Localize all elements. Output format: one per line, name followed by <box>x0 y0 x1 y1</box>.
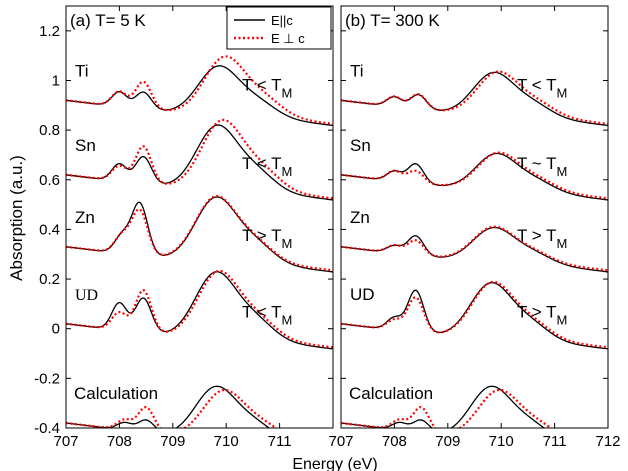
spectrum-label-ti: Ti <box>75 61 89 80</box>
panel-b: 707 708 709 710 711 712 (b) T= 300 K Ti T < TM Sn… <box>328 5 621 450</box>
legend-label: E||c <box>271 13 293 28</box>
x-tick-label: 708 <box>382 433 407 450</box>
spectrum-label-calculation: Calculation <box>74 384 158 403</box>
spectrum-label-ud: UD <box>350 285 375 304</box>
temperature-annotation: T < TM <box>242 75 292 100</box>
x-tick-label: 707 <box>53 433 78 450</box>
series-line-calculation-e-par-c <box>66 385 271 428</box>
spectrum-label-sn: Sn <box>350 136 371 155</box>
temperature-annotation: T < TM <box>242 303 292 328</box>
legend: E||c E ⊥ c <box>226 6 332 50</box>
panel-title: (a) T= 5 K <box>70 11 146 30</box>
x-tick-label: 712 <box>595 433 620 450</box>
spectrum-label-calculation: Calculation <box>349 384 433 403</box>
y-tick-label: 0 <box>52 321 60 338</box>
y-tick-label: 0.2 <box>39 271 60 288</box>
series-line-sn-e-par-c <box>66 124 333 201</box>
series-line-zn-e-perp-c <box>66 194 333 272</box>
series-line-ud-e-perp-c <box>341 280 608 349</box>
spectrum-label-zn: Zn <box>75 208 95 227</box>
temperature-annotation: T ~ TM <box>517 154 567 179</box>
panel-a: 707 708 709 710 711 -0.4 -0.2 0 0.2 0.4 0.6 0.8 1 1.2… <box>34 5 334 450</box>
legend-box <box>226 6 332 50</box>
series-line-zn-e-par-c <box>341 226 608 273</box>
panel-title: (b) T= 300 K <box>345 11 440 30</box>
plot-area <box>341 70 608 428</box>
y-tick-label: 1 <box>52 72 60 89</box>
temperature-annotation: T > TM <box>517 226 567 251</box>
temperature-annotation: T > TM <box>517 303 567 328</box>
y-tick-label: 0.4 <box>39 221 60 238</box>
y-tick-label: 0.6 <box>39 172 60 189</box>
x-tick-label: 711 <box>543 433 567 450</box>
legend-label: E ⊥ c <box>271 31 305 46</box>
x-tick-label: 707 <box>328 433 353 450</box>
spectrum-label-zn: Zn <box>350 208 370 227</box>
y-axis-label: Absorption (a.u.) <box>7 155 26 281</box>
axes-frame <box>65 5 334 429</box>
series-line-ti-e-perp-c <box>341 70 608 125</box>
series-line-ti-e-perp-c <box>66 55 333 125</box>
x-axis-label: Energy (eV) <box>292 456 377 471</box>
axes-frame <box>340 5 609 429</box>
x-tick-label: 710 <box>489 433 514 450</box>
y-tick-label: -0.2 <box>34 370 60 387</box>
y-tick-label: 1.2 <box>39 23 60 40</box>
series-line-ud-e-perp-c <box>66 269 333 349</box>
temperature-annotation: T > TM <box>242 226 292 251</box>
y-tick-label: 0.8 <box>39 122 60 139</box>
series-line-calculation-e-par-c <box>341 385 546 428</box>
plot-area <box>66 55 333 428</box>
x-tick-label: 709 <box>435 433 460 450</box>
spectrum-label-sn: Sn <box>75 136 96 155</box>
series-line-zn-e-perp-c <box>341 225 608 272</box>
temperature-annotation: T < TM <box>242 154 292 179</box>
spectrum-label-ud: UD <box>75 287 98 304</box>
series-line-sn-e-perp-c <box>341 151 608 200</box>
x-tick-label: 708 <box>107 433 132 450</box>
series-line-sn-e-perp-c <box>66 118 333 200</box>
y-tick-label: -0.4 <box>34 420 60 437</box>
x-tick-label: 710 <box>214 433 239 450</box>
x-tick-label: 709 <box>160 433 185 450</box>
series-line-ud-e-par-c <box>66 271 333 350</box>
spectrum-label-ti: Ti <box>350 61 364 80</box>
x-tick-label: 711 <box>268 433 292 450</box>
temperature-annotation: T < TM <box>517 75 567 100</box>
